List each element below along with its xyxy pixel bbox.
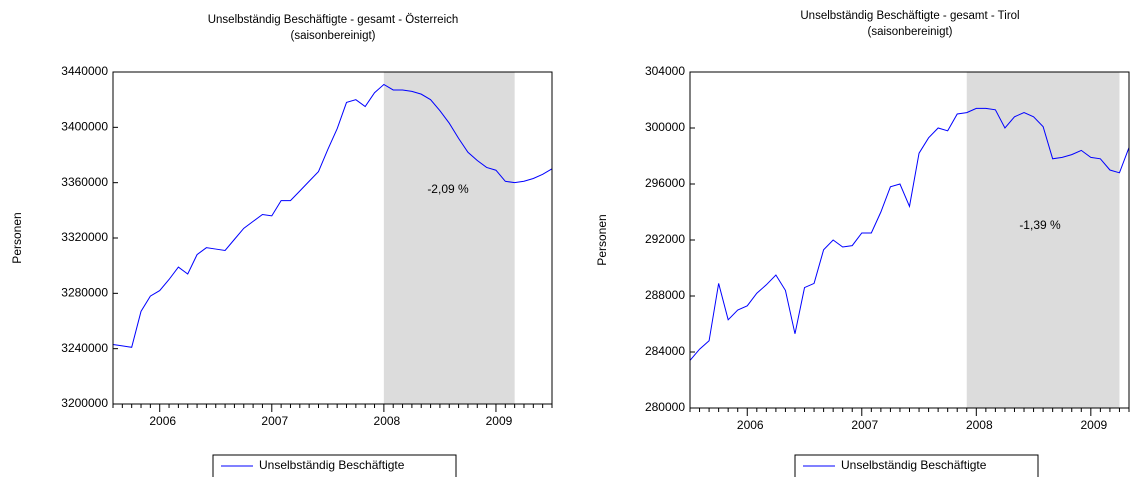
x-tick-label: 2009 xyxy=(1080,418,1107,432)
y-tick-label: 304000 xyxy=(645,64,685,78)
y-tick-label: 3200000 xyxy=(61,396,108,410)
x-tick-label: 2006 xyxy=(149,414,176,428)
y-tick-label: 3440000 xyxy=(61,64,108,78)
y-tick-label: 280000 xyxy=(645,400,685,414)
shaded-period xyxy=(383,72,515,404)
x-tick-label: 2009 xyxy=(486,414,513,428)
legend-box xyxy=(212,454,457,477)
annotation: -1,39 % xyxy=(1019,218,1061,232)
y-tick-label: 3400000 xyxy=(61,120,108,134)
y-tick-label: 3280000 xyxy=(61,286,108,300)
chart: Unselbständig Beschäftigte - gesamt - Ös… xyxy=(10,14,553,477)
x-tick-label: 2006 xyxy=(737,418,764,432)
x-tick-label: 2007 xyxy=(261,414,288,428)
x-tick-label: 2008 xyxy=(374,414,401,428)
y-tick-label: 292000 xyxy=(645,232,685,246)
plot-frame xyxy=(112,71,553,405)
legend-label: Unselbständig Beschäftigte xyxy=(841,458,987,472)
chart-title: Unselbständig Beschäftigte - gesamt - Ti… xyxy=(800,10,1019,22)
legend-label: Unselbständig Beschäftigte xyxy=(259,458,405,472)
x-tick-label: 2007 xyxy=(851,418,878,432)
x-tick-label: 2008 xyxy=(966,418,993,432)
line-series xyxy=(689,107,1130,361)
shaded-period xyxy=(966,72,1120,408)
line-series xyxy=(112,83,553,348)
y-tick-label: 300000 xyxy=(645,120,685,134)
chart: Unselbständig Beschäftigte - gesamt - Ti… xyxy=(595,10,1130,477)
annotation: -2,09 % xyxy=(427,182,469,196)
y-tick-label: 3240000 xyxy=(61,341,108,355)
y-axis-label: Personen xyxy=(595,214,609,265)
y-tick-label: 288000 xyxy=(645,288,685,302)
y-axis-label: Personen xyxy=(10,212,24,263)
legend-box xyxy=(794,454,1039,477)
y-tick-label: 296000 xyxy=(645,176,685,190)
y-tick-label: 3360000 xyxy=(61,175,108,189)
chart-subtitle: (saisonbereinigt) xyxy=(867,26,952,38)
chart-subtitle: (saisonbereinigt) xyxy=(290,30,375,42)
plot-frame xyxy=(689,71,1130,409)
y-tick-label: 284000 xyxy=(645,344,685,358)
chart-title: Unselbständig Beschäftigte - gesamt - Ös… xyxy=(208,14,459,26)
y-tick-label: 3320000 xyxy=(61,230,108,244)
